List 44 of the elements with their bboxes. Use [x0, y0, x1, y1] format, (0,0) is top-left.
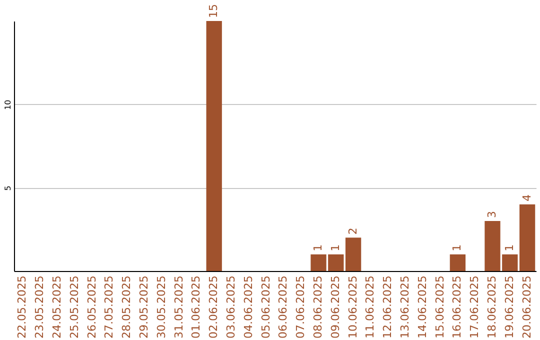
x-tick-label: 20.06.2025: [520, 276, 534, 338]
x-tick-label: 26.05.2025: [85, 276, 98, 338]
data-label: 1: [450, 244, 464, 252]
data-label: 1: [328, 244, 342, 252]
data-label: 15: [207, 4, 220, 18]
x-tick-label: 22.05.2025: [16, 276, 29, 338]
x-tick-label: 18.06.2025: [486, 276, 498, 338]
x-tick-label: 30.05.2025: [154, 276, 168, 338]
x-tick-label: 14.06.2025: [416, 276, 429, 338]
bar: [519, 204, 536, 271]
data-label: 3: [486, 211, 498, 218]
x-tick-label: 12.06.2025: [381, 276, 394, 338]
x-tick-label: 05.06.2025: [259, 276, 272, 338]
data-label: 1: [502, 244, 516, 252]
x-tick-label: 06.06.2025: [276, 276, 290, 338]
x-tick-label: 11.06.2025: [364, 276, 377, 338]
x-tick-label: 03.06.2025: [224, 276, 238, 338]
x-tick-label: 10.06.2025: [346, 276, 360, 338]
x-tick-label: 08.06.2025: [312, 276, 324, 338]
x-tick-label: 07.06.2025: [294, 276, 308, 338]
bar: [450, 254, 466, 271]
x-tick-label: 27.05.2025: [102, 276, 116, 338]
x-tick-label: 16.06.2025: [450, 276, 464, 338]
data-label: 2: [346, 228, 360, 235]
x-tick-label: 29.05.2025: [138, 276, 150, 338]
data-label: 4: [520, 194, 534, 202]
x-tick-label: 13.06.2025: [398, 276, 412, 338]
bar: [345, 238, 362, 271]
x-tick-label: 25.05.2025: [68, 276, 81, 338]
data-label: 1: [312, 244, 324, 252]
x-tick-label: 23.05.2025: [33, 276, 46, 338]
x-tick-label: 24.05.2025: [50, 276, 64, 338]
x-tick-label: 04.06.2025: [242, 276, 255, 338]
x-tick-label: 02.06.2025: [207, 276, 220, 338]
bar: [206, 21, 222, 271]
y-tick-label: 10: [4, 100, 12, 110]
x-tick-label: 17.06.2025: [468, 276, 482, 338]
x-tick-label: 09.06.2025: [328, 276, 342, 338]
x-tick-label: 28.05.2025: [120, 276, 134, 338]
x-tick-label: 15.06.2025: [433, 276, 446, 338]
x-tick-label: 31.05.2025: [172, 276, 186, 338]
x-tick-label: 01.06.2025: [190, 276, 203, 338]
y-tick-label: 5: [4, 186, 12, 191]
x-tick-label: 19.06.2025: [502, 276, 516, 338]
